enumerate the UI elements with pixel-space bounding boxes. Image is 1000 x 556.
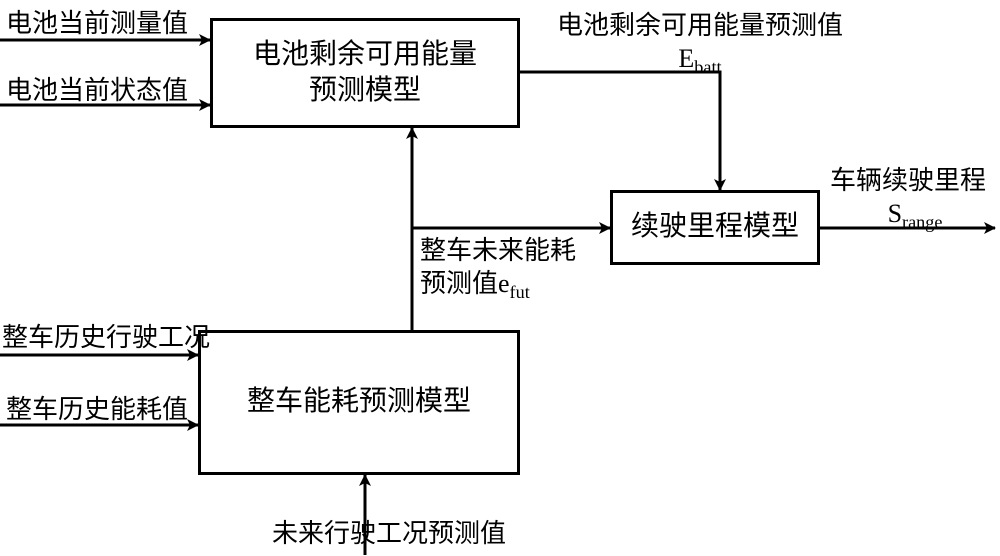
veh-fut-line1: 整车未来能耗 — [420, 236, 576, 265]
batt-pred-symbol: Ebatt — [678, 44, 721, 73]
battery-box-line2: 预测模型 — [309, 75, 421, 106]
vehicle-box-text: 整车能耗预测模型 — [247, 384, 471, 420]
label-vehicle-history-energy: 整车历史能耗值 — [6, 394, 188, 427]
range-out-symbol-base: S — [888, 199, 902, 228]
veh-fut-line2-sub: fut — [510, 282, 530, 302]
vehicle-energy-prediction-model-box: 整车能耗预测模型 — [198, 330, 520, 475]
range-box-text: 续驶里程模型 — [631, 209, 799, 245]
label-vehicle-history-driving: 整车历史行驶工况 — [2, 322, 210, 355]
batt-pred-symbol-sub: batt — [694, 57, 721, 77]
batt-pred-symbol-base: E — [678, 44, 694, 73]
label-vehicle-future-energy: 整车未来能耗 预测值efut — [420, 235, 605, 303]
label-battery-measurement: 电池当前测量值 — [6, 8, 188, 41]
label-vehicle-range-output: 车辆续驶里程 Srange — [830, 165, 1000, 233]
range-out-line1: 车辆续驶里程 — [830, 166, 986, 195]
batt-pred-line1: 电池剩余可用能量预测值 — [557, 11, 843, 40]
arrow-battery-to-range — [520, 72, 720, 190]
veh-fut-line2: 预测值efut — [420, 269, 530, 298]
range-out-symbol-sub: range — [902, 212, 942, 232]
label-battery-energy-prediction: 电池剩余可用能量预测值 Ebatt — [540, 10, 860, 78]
label-future-driving-prediction: 未来行驶工况预测值 — [272, 518, 506, 551]
driving-range-model-box: 续驶里程模型 — [610, 190, 820, 265]
range-out-symbol: Srange — [830, 198, 1000, 234]
battery-box-line1: 电池剩余可用能量 — [253, 39, 477, 70]
battery-remaining-energy-model-box: 电池剩余可用能量 预测模型 — [210, 18, 520, 128]
label-battery-state: 电池当前状态值 — [6, 75, 188, 108]
veh-fut-line2-pre: 预测值e — [420, 269, 510, 298]
